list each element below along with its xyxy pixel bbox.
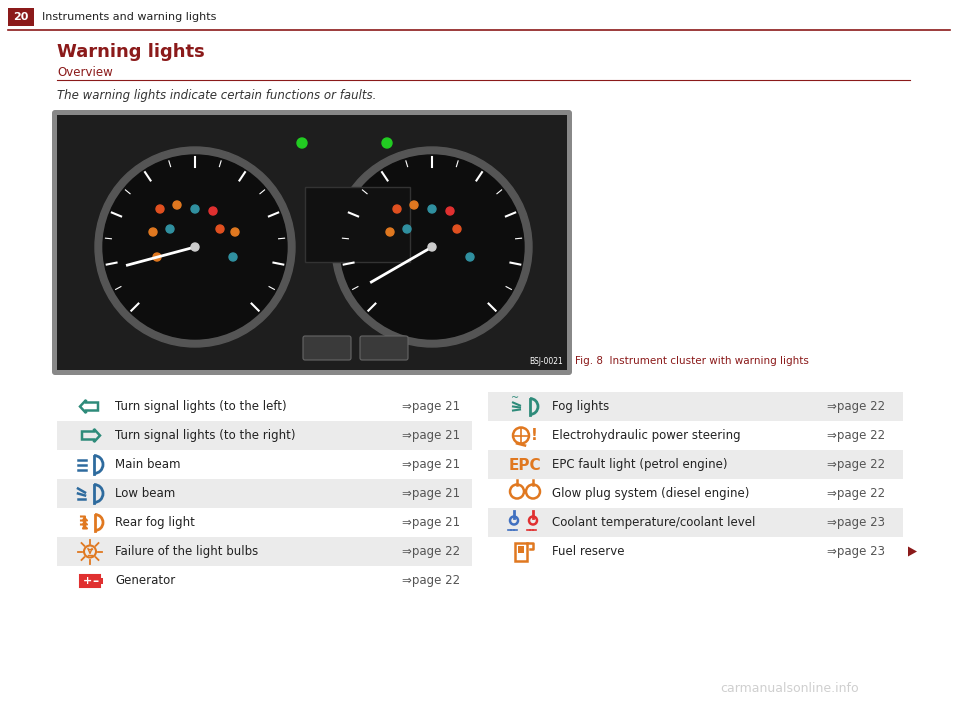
FancyBboxPatch shape bbox=[57, 566, 472, 595]
Text: ⇒page 22: ⇒page 22 bbox=[827, 458, 885, 471]
Text: carmanualsonline.info: carmanualsonline.info bbox=[721, 681, 859, 695]
FancyBboxPatch shape bbox=[488, 450, 903, 479]
Circle shape bbox=[153, 253, 161, 261]
Text: Instruments and warning lights: Instruments and warning lights bbox=[42, 13, 216, 22]
Text: !: ! bbox=[531, 428, 538, 443]
FancyBboxPatch shape bbox=[57, 450, 472, 479]
FancyBboxPatch shape bbox=[488, 421, 903, 450]
FancyBboxPatch shape bbox=[57, 115, 567, 370]
Text: EPC fault light (petrol engine): EPC fault light (petrol engine) bbox=[552, 458, 728, 471]
FancyBboxPatch shape bbox=[57, 537, 472, 566]
Text: Low beam: Low beam bbox=[115, 487, 176, 500]
Text: Warning lights: Warning lights bbox=[57, 43, 204, 61]
FancyBboxPatch shape bbox=[488, 392, 903, 421]
Circle shape bbox=[95, 147, 295, 347]
Circle shape bbox=[428, 243, 436, 251]
Text: Turn signal lights (to the right): Turn signal lights (to the right) bbox=[115, 429, 296, 442]
Circle shape bbox=[166, 225, 174, 233]
Circle shape bbox=[386, 228, 394, 236]
Circle shape bbox=[191, 205, 199, 213]
Text: Fig. 8  Instrument cluster with warning lights: Fig. 8 Instrument cluster with warning l… bbox=[575, 356, 809, 366]
Circle shape bbox=[209, 207, 217, 215]
Text: Turn signal lights (to the left): Turn signal lights (to the left) bbox=[115, 400, 287, 413]
Text: Electrohydraulic power steering: Electrohydraulic power steering bbox=[552, 429, 740, 442]
FancyBboxPatch shape bbox=[488, 508, 903, 537]
Circle shape bbox=[191, 243, 199, 251]
FancyBboxPatch shape bbox=[52, 110, 572, 375]
Circle shape bbox=[231, 228, 239, 236]
Text: ⇒page 22: ⇒page 22 bbox=[827, 429, 885, 442]
Text: Generator: Generator bbox=[115, 574, 176, 587]
Circle shape bbox=[403, 225, 411, 233]
Circle shape bbox=[428, 205, 436, 213]
Circle shape bbox=[332, 147, 532, 347]
Text: ⇒page 22: ⇒page 22 bbox=[827, 400, 885, 413]
Circle shape bbox=[156, 205, 164, 213]
Text: EPC: EPC bbox=[509, 458, 541, 473]
FancyBboxPatch shape bbox=[488, 537, 903, 566]
Circle shape bbox=[297, 138, 307, 148]
Circle shape bbox=[410, 201, 418, 209]
FancyBboxPatch shape bbox=[80, 574, 100, 586]
Text: The warning lights indicate certain functions or faults.: The warning lights indicate certain func… bbox=[57, 89, 376, 103]
Text: ⇒page 23: ⇒page 23 bbox=[827, 545, 885, 558]
Text: ⇒page 22: ⇒page 22 bbox=[402, 545, 460, 558]
Text: Fuel reserve: Fuel reserve bbox=[552, 545, 625, 558]
FancyBboxPatch shape bbox=[303, 336, 351, 360]
Text: Fog lights: Fog lights bbox=[552, 400, 610, 413]
Text: Failure of the light bulbs: Failure of the light bulbs bbox=[115, 545, 258, 558]
FancyBboxPatch shape bbox=[100, 577, 103, 583]
Text: ⇒page 21: ⇒page 21 bbox=[402, 516, 460, 529]
FancyBboxPatch shape bbox=[57, 392, 472, 421]
Text: ⇒page 22: ⇒page 22 bbox=[402, 574, 460, 587]
Circle shape bbox=[393, 205, 401, 213]
Text: 20: 20 bbox=[13, 13, 29, 22]
Text: –: – bbox=[92, 575, 98, 588]
Circle shape bbox=[216, 225, 224, 233]
Text: Coolant temperature/coolant level: Coolant temperature/coolant level bbox=[552, 516, 756, 529]
Text: BSJ-0021: BSJ-0021 bbox=[529, 357, 563, 366]
Circle shape bbox=[149, 228, 157, 236]
FancyBboxPatch shape bbox=[57, 421, 472, 450]
FancyBboxPatch shape bbox=[8, 8, 34, 26]
Text: ⇒page 21: ⇒page 21 bbox=[402, 487, 460, 500]
FancyBboxPatch shape bbox=[488, 479, 903, 508]
Circle shape bbox=[446, 207, 454, 215]
FancyBboxPatch shape bbox=[57, 479, 472, 508]
Text: Glow plug system (diesel engine): Glow plug system (diesel engine) bbox=[552, 487, 750, 500]
Text: ⇒page 22: ⇒page 22 bbox=[827, 487, 885, 500]
Text: ⇒page 21: ⇒page 21 bbox=[402, 400, 460, 413]
FancyBboxPatch shape bbox=[305, 187, 410, 262]
Circle shape bbox=[453, 225, 461, 233]
Text: Rear fog light: Rear fog light bbox=[115, 516, 195, 529]
Text: Main beam: Main beam bbox=[115, 458, 180, 471]
Circle shape bbox=[340, 155, 524, 339]
Text: Overview: Overview bbox=[57, 67, 112, 79]
Text: ⇒page 23: ⇒page 23 bbox=[827, 516, 885, 529]
Circle shape bbox=[173, 201, 181, 209]
Circle shape bbox=[229, 253, 237, 261]
FancyBboxPatch shape bbox=[57, 508, 472, 537]
Circle shape bbox=[466, 253, 474, 261]
Circle shape bbox=[382, 138, 392, 148]
Circle shape bbox=[103, 155, 287, 339]
FancyBboxPatch shape bbox=[360, 336, 408, 360]
Text: ⇒page 21: ⇒page 21 bbox=[402, 429, 460, 442]
FancyBboxPatch shape bbox=[518, 546, 524, 553]
Text: ⇒page 21: ⇒page 21 bbox=[402, 458, 460, 471]
Text: +: + bbox=[83, 576, 91, 586]
Polygon shape bbox=[908, 546, 917, 557]
Text: ~: ~ bbox=[511, 392, 519, 403]
